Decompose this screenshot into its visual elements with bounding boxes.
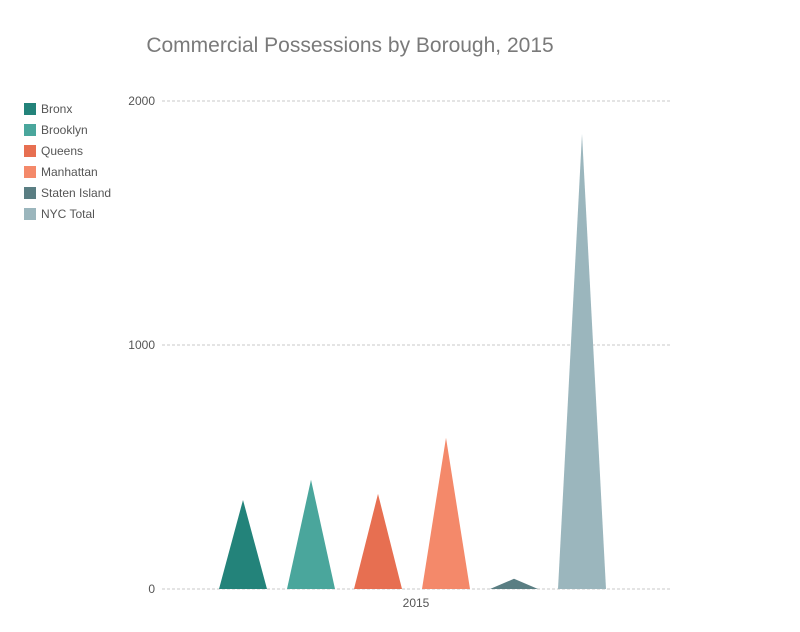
legend-item[interactable]: Queens	[24, 140, 111, 161]
x-tick-label: 2015	[403, 596, 430, 610]
legend-item[interactable]: NYC Total	[24, 203, 111, 224]
legend-label: Brooklyn	[41, 122, 88, 137]
bar-queens[interactable]	[354, 493, 402, 589]
legend-label: Manhattan	[41, 164, 98, 179]
legend-label: Bronx	[41, 101, 73, 116]
legend-swatch	[24, 165, 36, 178]
bar-brooklyn[interactable]	[287, 479, 335, 589]
y-tick-label: 2000	[128, 94, 155, 108]
bar-nyc-total[interactable]	[558, 133, 606, 589]
bar-bronx[interactable]	[219, 499, 267, 589]
y-tick-label: 1000	[128, 338, 155, 352]
chart-title: Commercial Possessions by Borough, 2015	[146, 34, 554, 57]
legend-item[interactable]: Bronx	[24, 98, 111, 119]
legend-swatch	[24, 123, 36, 136]
bar-staten-island[interactable]	[490, 578, 538, 589]
legend-swatch	[24, 207, 36, 220]
legend-swatch	[24, 144, 36, 157]
legend-swatch	[24, 102, 36, 115]
legend-label: NYC Total	[41, 206, 95, 221]
legend-label: Queens	[41, 143, 84, 158]
bar-manhattan[interactable]	[422, 437, 470, 589]
legend-swatch	[24, 186, 36, 199]
legend-item[interactable]: Staten Island	[24, 182, 111, 203]
legend-item[interactable]: Brooklyn	[24, 119, 111, 140]
legend-label: Staten Island	[41, 185, 112, 200]
y-tick-label: 0	[148, 582, 155, 596]
legend-item[interactable]: Manhattan	[24, 161, 111, 182]
legend: Bronx Brooklyn Queens Manhattan Staten Islan…	[24, 98, 111, 224]
